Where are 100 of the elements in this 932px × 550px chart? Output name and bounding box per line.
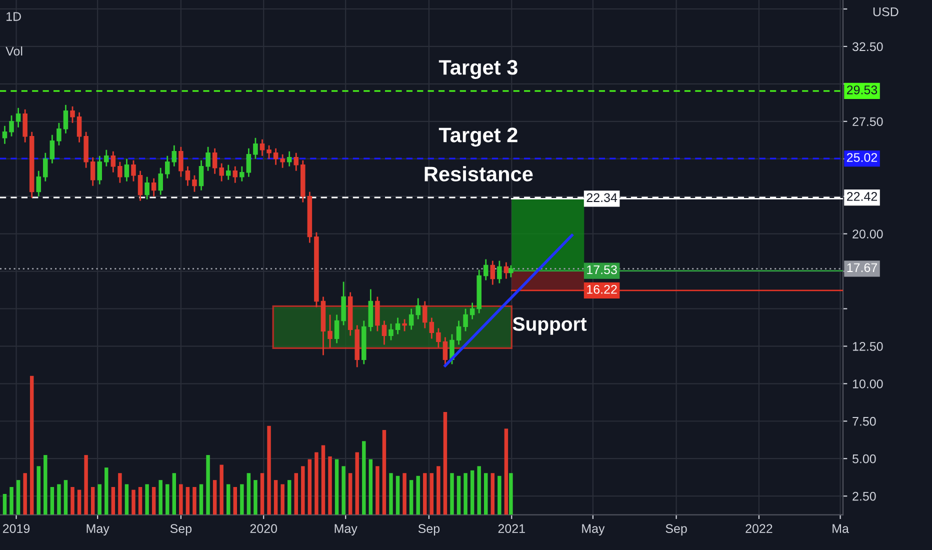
bar (260, 473, 264, 515)
candlestick (388, 323, 394, 341)
bar (490, 473, 495, 515)
candlestick (483, 258, 488, 281)
bar (456, 476, 461, 515)
bar (220, 464, 224, 515)
bar (436, 466, 440, 515)
candlestick (22, 108, 28, 144)
bar (443, 412, 448, 515)
ref-line-label: 16.22 (587, 284, 617, 294)
bar (212, 480, 217, 515)
bar (124, 484, 129, 515)
candlestick (504, 262, 509, 280)
bar (498, 476, 502, 515)
candlestick (118, 161, 122, 184)
bar (104, 468, 108, 515)
bar (233, 487, 238, 515)
bar (348, 473, 352, 515)
candlestick (151, 178, 156, 198)
y-tick-label: 5.00 (852, 454, 876, 464)
bar (509, 473, 513, 515)
bar (402, 473, 406, 515)
candlestick (144, 176, 150, 200)
bar (186, 487, 190, 515)
candlestick (124, 158, 130, 182)
bar (416, 476, 420, 515)
bar (166, 484, 170, 515)
bar (240, 484, 244, 515)
bar (206, 455, 210, 515)
candlestick (266, 144, 272, 160)
bar (328, 456, 332, 515)
candlestick (280, 154, 285, 169)
bar (2, 494, 7, 515)
candlestick (185, 166, 190, 187)
bar (368, 459, 373, 515)
ref-line-label: 29.53 (846, 85, 878, 94)
bar (464, 473, 468, 515)
candlestick (97, 155, 102, 186)
bar (77, 490, 82, 515)
bar (334, 459, 339, 515)
candlestick (429, 317, 434, 340)
bar (484, 473, 488, 515)
bar (274, 480, 278, 515)
x-tick-label: May (582, 524, 605, 536)
bar (10, 487, 14, 515)
candlestick (470, 302, 475, 320)
y-tick-label: 12.50 (852, 342, 883, 351)
candlestick (110, 150, 116, 174)
bar (179, 484, 183, 515)
bar (409, 480, 414, 515)
candlestick (382, 320, 387, 346)
candlestick (9, 114, 14, 138)
bar (362, 441, 366, 515)
bar (396, 476, 400, 515)
bar (23, 473, 27, 515)
candlestick (138, 170, 143, 202)
text: 1D (6, 12, 21, 21)
candlestick (56, 122, 62, 146)
candlestick (212, 148, 218, 175)
y-tick-label: 27.50 (852, 117, 883, 126)
candlestick (273, 148, 278, 166)
x-tick-label: May (334, 524, 358, 536)
bar (355, 452, 359, 515)
bar (470, 470, 474, 515)
candlestick (36, 170, 42, 198)
bar (145, 484, 149, 515)
bar (57, 484, 61, 515)
ref-line-label: 17.53 (587, 265, 617, 274)
candlestick (286, 150, 292, 168)
x-tick-label: 2021 (498, 524, 525, 534)
y-tick-label: 20.00 (852, 230, 883, 238)
bar (152, 487, 156, 515)
candlestick (260, 138, 265, 157)
candlestick (178, 146, 184, 178)
candlestick (240, 166, 244, 182)
candlestick (402, 318, 407, 332)
candlestick (294, 152, 299, 172)
bar (226, 484, 230, 515)
candlestick (463, 308, 468, 332)
bar (199, 484, 204, 515)
candlestick (104, 149, 109, 168)
bar (423, 473, 427, 515)
bar (450, 473, 454, 515)
bar (321, 445, 326, 515)
candlestick (508, 264, 514, 278)
bar (342, 466, 346, 515)
candlestick (63, 104, 68, 134)
ref-line-label: 22.42 (846, 192, 878, 201)
bar (50, 487, 54, 515)
candlestick (395, 317, 400, 335)
candlestick (192, 174, 197, 193)
candlestick (131, 160, 136, 182)
annotation: Target 2 (438, 128, 518, 147)
bar (90, 487, 95, 515)
y-tick-label: 7.50 (852, 416, 876, 426)
bar (280, 484, 284, 515)
chart-title: Vol (6, 46, 22, 56)
bar (382, 430, 386, 515)
candlestick (334, 314, 340, 344)
candlestick (341, 281, 346, 326)
